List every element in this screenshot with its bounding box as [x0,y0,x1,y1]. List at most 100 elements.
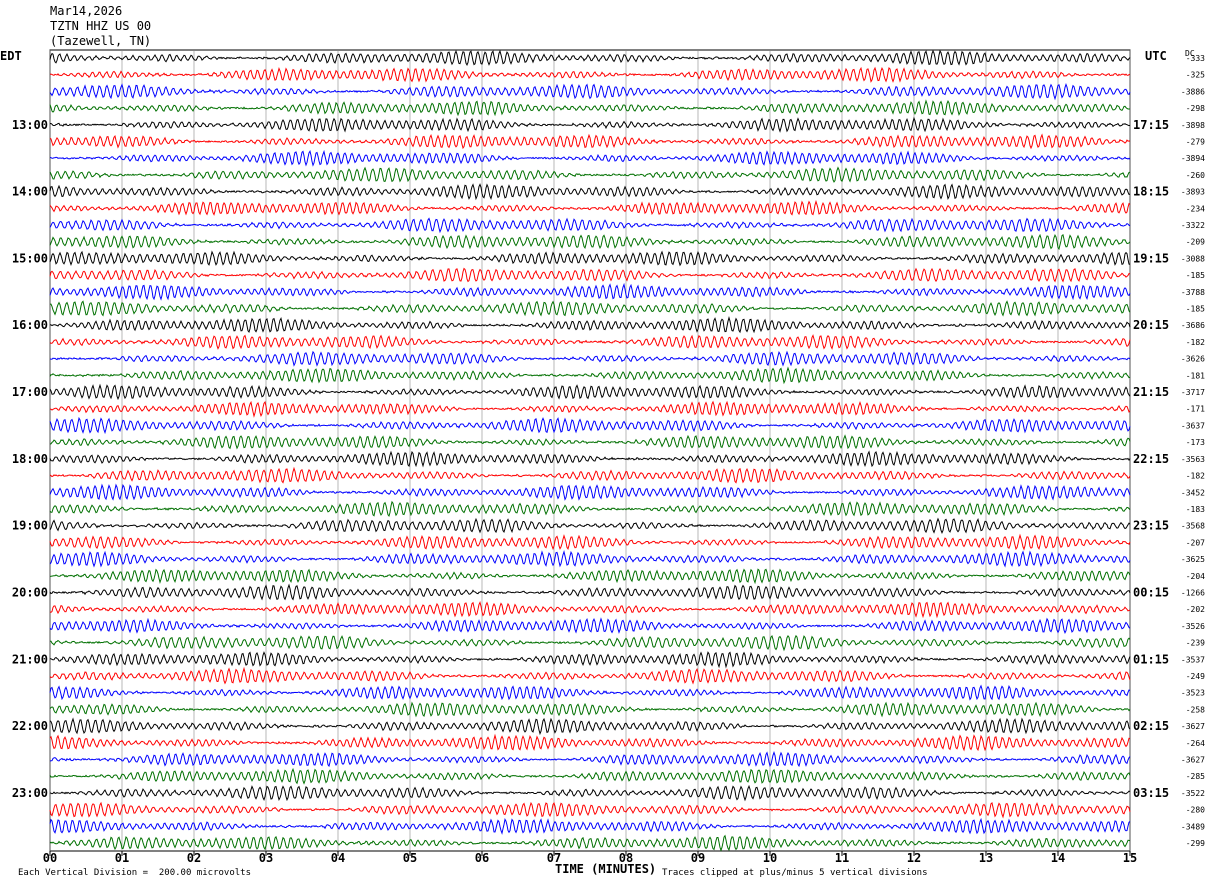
x-tick-label: 13 [979,851,993,865]
x-tick-label: 03 [259,851,273,865]
dc-offset-label: -239 [1186,639,1205,648]
right-hour-label: 03:15 [1133,786,1169,800]
right-hour-label: 00:15 [1133,585,1169,599]
x-tick-label: 04 [331,851,345,865]
left-hour-label: 23:00 [12,786,48,800]
seismic-trace [49,166,1131,183]
dc-offset-label: -181 [1186,371,1205,380]
seismic-trace [49,684,1131,701]
x-tick-label: 07 [547,851,561,865]
dc-offset-label: -3894 [1181,154,1205,163]
seismic-trace [49,750,1131,768]
seismic-trace [49,466,1131,484]
seismic-trace [49,651,1131,669]
right-hour-label: 18:15 [1133,185,1169,199]
x-tick-label: 11 [835,851,849,865]
dc-offset-label: -249 [1186,672,1205,681]
left-hour-label: 13:00 [12,118,48,132]
seismic-trace [49,250,1131,267]
dc-offset-label: -3893 [1181,188,1205,197]
seismic-trace [50,300,1131,317]
seismic-trace [49,350,1131,367]
dc-offset-label: -3563 [1181,455,1205,464]
x-axis-title: TIME (MINUTES) [555,862,657,876]
seismic-trace [49,400,1131,418]
dc-offset-label: -234 [1186,204,1205,213]
dc-offset-label: -185 [1186,271,1205,280]
seismic-trace [49,617,1131,634]
dc-offset-label: -3568 [1181,522,1205,531]
right-hour-label: 17:15 [1133,118,1169,132]
seismic-trace [49,116,1131,133]
seismic-trace [49,282,1131,301]
x-tick-label: 14 [1051,851,1065,865]
seismic-trace [49,83,1131,101]
right-hour-label: 02:15 [1133,719,1169,733]
seismic-trace [49,500,1131,518]
dc-offset-label: -3452 [1181,488,1205,497]
x-tick-label: 12 [907,851,921,865]
dc-offset-label: -182 [1186,338,1205,347]
dc-offset-label: -183 [1186,505,1205,514]
seismic-trace [49,600,1131,619]
seismic-trace [49,483,1131,501]
x-tick-label: 01 [115,851,129,865]
left-hour-label: 19:00 [12,519,48,533]
x-tick-label: 09 [691,851,705,865]
seismic-trace [49,233,1131,251]
seismic-trace [49,733,1131,752]
left-hour-label: 15:00 [12,251,48,265]
seismic-trace [49,316,1131,334]
left-hour-label: 18:00 [12,452,48,466]
seismic-trace [49,666,1131,685]
seismic-trace [49,717,1131,736]
dc-offset-label: -204 [1186,572,1205,581]
seismic-trace [49,49,1131,67]
seismic-trace [49,784,1131,802]
clip-note: Traces clipped at plus/minus 5 vertical … [662,868,928,878]
seismic-trace [49,450,1131,468]
x-tick-label: 06 [475,851,489,865]
left-hour-label: 20:00 [12,585,48,599]
x-tick-label: 15 [1123,851,1137,865]
dc-offset-label: -3627 [1181,722,1205,731]
dc-offset-label: -3625 [1181,555,1205,564]
plot-frame [49,49,1131,852]
x-tick-label: 08 [619,851,633,865]
dc-offset-label: -3537 [1181,655,1205,664]
seismic-trace [49,767,1131,785]
dc-offset-label: -3088 [1181,254,1205,263]
x-tick-label: 05 [403,851,417,865]
seismic-trace [49,583,1131,601]
seismic-trace [49,183,1131,201]
dc-offset-label: -279 [1186,138,1205,147]
right-hour-label: 21:15 [1133,385,1169,399]
dc-offset-label: -3886 [1181,87,1205,96]
right-timezone-label: UTC [1145,49,1167,63]
seismic-trace [49,133,1131,150]
x-tick-label: 00 [43,851,57,865]
left-hour-label: 17:00 [12,385,48,399]
x-tick-label: 02 [187,851,201,865]
dc-offset-label: -3788 [1181,288,1205,297]
seismic-trace [49,383,1131,401]
dc-offset-label: -182 [1186,472,1205,481]
right-hour-label: 19:15 [1133,251,1169,265]
seismic-trace [49,199,1131,216]
station-label: TZTN HHZ US 00 [50,19,152,33]
x-tick-label: 10 [763,851,777,865]
seismic-trace [49,99,1130,117]
left-hour-label: 22:00 [12,719,48,733]
dc-offset-label: -264 [1186,739,1205,748]
dc-offset-label: -299 [1186,839,1205,848]
seismic-trace [49,334,1131,350]
dc-offset-label: -285 [1186,772,1205,781]
dc-offset-label: -207 [1186,538,1205,547]
dc-offset-label: -3637 [1181,421,1205,430]
dc-offset-label: -298 [1186,104,1205,113]
dc-offset-label: -258 [1186,705,1205,714]
seismic-trace [49,634,1131,652]
dc-offset-label: -3489 [1181,822,1205,831]
dc-offset-label: -171 [1186,405,1205,414]
